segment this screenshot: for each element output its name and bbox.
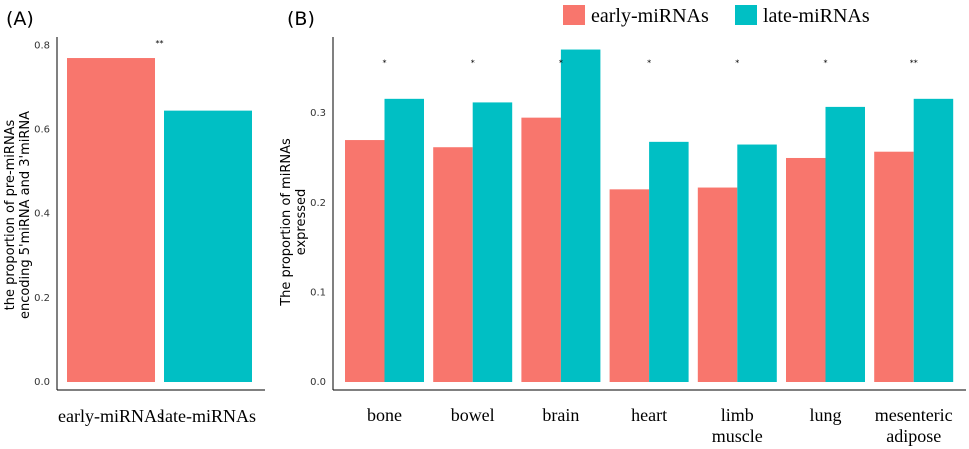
legend-swatch-late xyxy=(735,5,757,25)
panel-a-ytick-label: 0.4 xyxy=(34,209,50,220)
panel-b-xtick-label: adipose xyxy=(886,426,941,446)
panel-a-bar-early xyxy=(67,58,155,382)
panel-a-ylabel-line2: encoding 5'miRNA and 3'miRNA xyxy=(18,111,33,319)
panel-b-ytick-label: 0.3 xyxy=(310,108,326,119)
panel-b-significance: * xyxy=(647,59,651,68)
panel-a-bars xyxy=(67,58,252,382)
panel-b-ylabel-line2: expressed xyxy=(294,189,309,256)
panel-a-significance: ** xyxy=(156,39,164,48)
panel-b-significance: * xyxy=(471,59,475,68)
panel-a-label: (A) xyxy=(6,8,34,30)
panel-b-ytick-label: 0.0 xyxy=(310,377,326,388)
panel-b-bar-lung-early xyxy=(786,157,826,382)
panel-a-bar-late xyxy=(164,110,252,382)
panel-b-xtick-label: limb xyxy=(721,405,754,425)
panel-b-bar-bone-late xyxy=(384,98,424,382)
panel-a-ytick-label: 0.6 xyxy=(34,125,50,136)
panel-b-bar-bone-early xyxy=(345,140,385,382)
panel-b-significance: * xyxy=(824,59,828,68)
panel-b-bar-bowel-late xyxy=(472,102,513,382)
panel-b-ytick-label: 0.2 xyxy=(310,198,326,209)
panel-b-xtick-label: muscle xyxy=(712,426,763,446)
panel-b-bar-heart-early xyxy=(609,189,650,382)
panel-b-xtick-label: mesenteric xyxy=(875,405,953,425)
panel-b-annotations: * * * * * * ** xyxy=(383,59,918,68)
panel-b-bar-heart-late xyxy=(649,141,689,382)
panel-b-xtick-label: brain xyxy=(542,405,579,425)
panel-b-bar-mesenteric-adipose-early xyxy=(874,151,914,382)
panel-a-ytick-label: 0.2 xyxy=(34,293,50,304)
panel-b-bar-lung-late xyxy=(825,106,865,382)
panel-b-bar-brain-early xyxy=(521,117,561,382)
panel-a-ylabel: the proportion of pre-miRNAs encoding 5'… xyxy=(3,111,33,319)
legend-swatch-early xyxy=(563,5,585,25)
panel-b-bar-mesenteric-adipose-late xyxy=(913,98,954,382)
panel-b-xtick-label: bone xyxy=(367,405,402,425)
panel-a-ytick-label: 0.0 xyxy=(34,377,50,388)
panel-b-xtick-label: lung xyxy=(809,405,841,425)
panel-b-bar-bowel-early xyxy=(433,147,473,382)
panel-b-ytick-label: 0.1 xyxy=(310,287,326,298)
panel-b-bar-limb-muscle-late xyxy=(737,144,777,382)
panel-b-bars xyxy=(345,49,954,382)
panel-b: (B) The proportion of miRNAs expressed 0… xyxy=(279,8,966,446)
panel-a-xtick-label: early-miRNAs xyxy=(58,406,164,426)
panel-a-yticks: 0.0 0.2 0.4 0.6 0.8 xyxy=(34,40,50,388)
panel-b-significance: * xyxy=(735,59,739,68)
panel-b-bar-brain-late xyxy=(560,49,601,382)
panel-a-xtick-label: late-miRNAs xyxy=(160,406,256,426)
legend-label-early: early-miRNAs xyxy=(591,5,709,27)
panel-a: (A) the proportion of pre-miRNAs encodin… xyxy=(3,8,265,426)
panel-b-xtick-label: heart xyxy=(631,405,667,425)
panel-a-annotations: ** xyxy=(156,39,164,48)
panel-b-significance: * xyxy=(383,59,387,68)
panel-b-bar-limb-muscle-early xyxy=(697,187,738,382)
panel-a-ylabel-line1: the proportion of pre-miRNAs xyxy=(3,119,18,310)
panel-a-ytick-label: 0.8 xyxy=(34,40,50,51)
legend: early-miRNAs late-miRNAs xyxy=(563,5,870,27)
panel-b-ylabel-line1: The proportion of miRNAs xyxy=(279,138,294,307)
panel-b-significance: ** xyxy=(910,59,918,68)
panel-b-label: (B) xyxy=(287,8,315,30)
panel-b-xtick-label: bowel xyxy=(451,405,495,425)
panel-b-yticks: 0.0 0.1 0.2 0.3 xyxy=(310,108,326,388)
panel-b-significance: * xyxy=(559,59,563,68)
panel-b-ylabel: The proportion of miRNAs expressed xyxy=(279,138,309,307)
legend-label-late: late-miRNAs xyxy=(763,5,870,27)
